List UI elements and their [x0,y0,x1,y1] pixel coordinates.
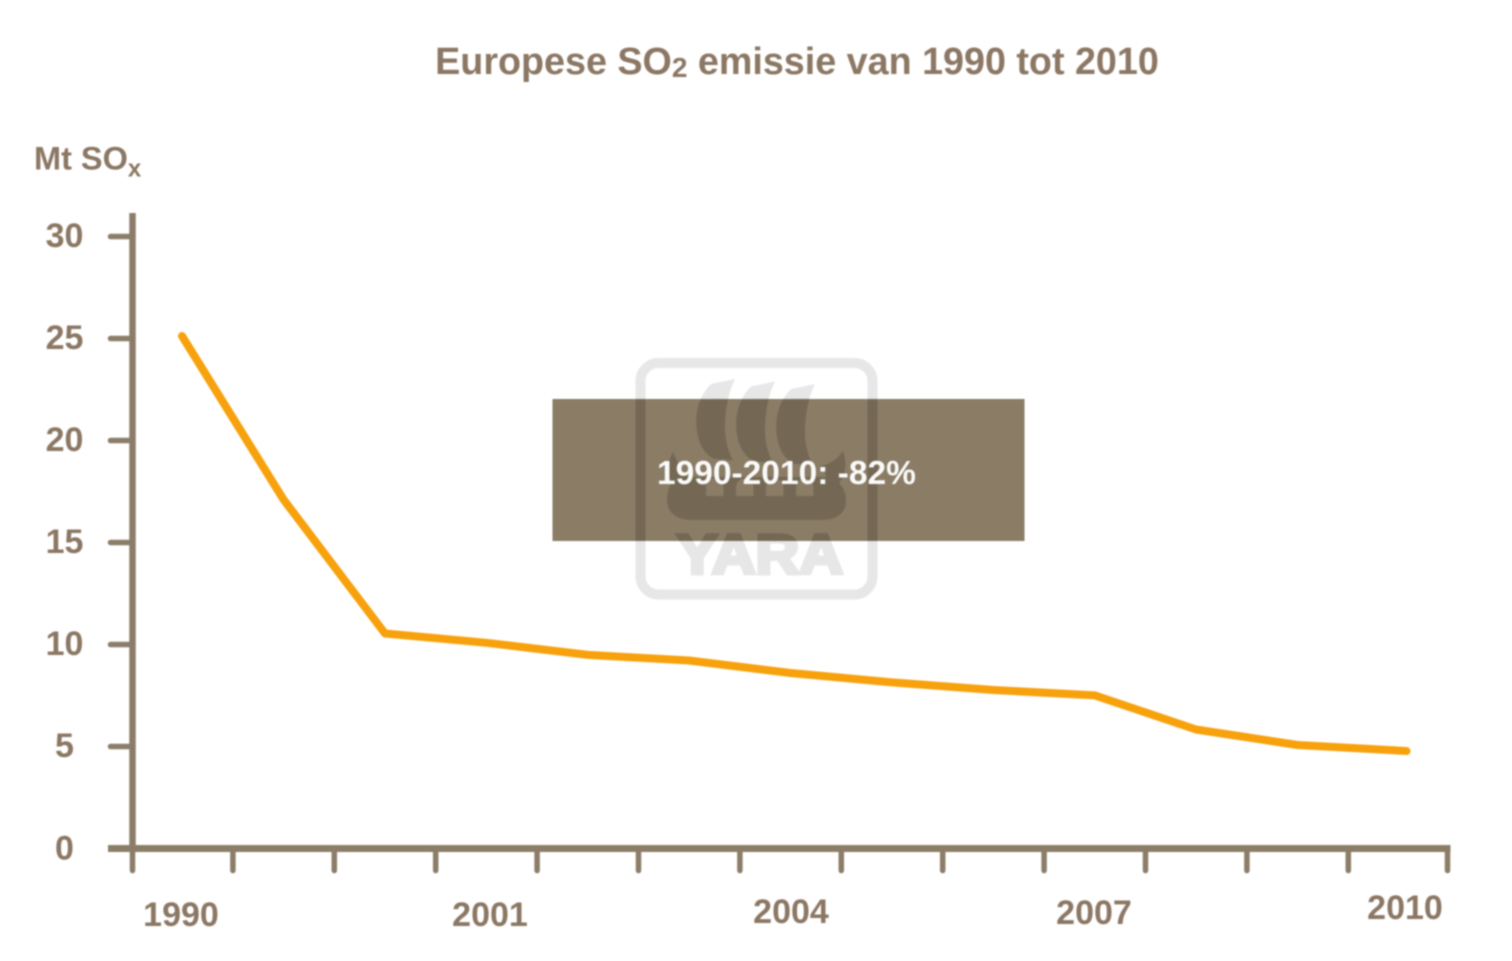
svg-text:1990-2010: -82%: 1990-2010: -82% [657,455,916,492]
svg-text:15: 15 [46,523,84,561]
svg-text:1990: 1990 [143,896,219,934]
svg-text:5: 5 [55,727,74,765]
svg-text:2007: 2007 [1056,894,1132,932]
svg-text:25: 25 [46,319,84,357]
svg-text:Europese SO2 emissie van 1990: Europese SO2 emissie van 1990 tot 2010 [435,40,1159,83]
svg-text:10: 10 [46,625,84,663]
svg-text:2001: 2001 [452,896,528,934]
svg-text:30: 30 [46,217,84,255]
svg-text:2004: 2004 [753,893,829,931]
svg-text:Mt SOx: Mt SOx [34,141,142,183]
svg-text:0: 0 [55,830,74,868]
svg-text:2010: 2010 [1367,889,1443,927]
svg-text:20: 20 [46,421,84,459]
